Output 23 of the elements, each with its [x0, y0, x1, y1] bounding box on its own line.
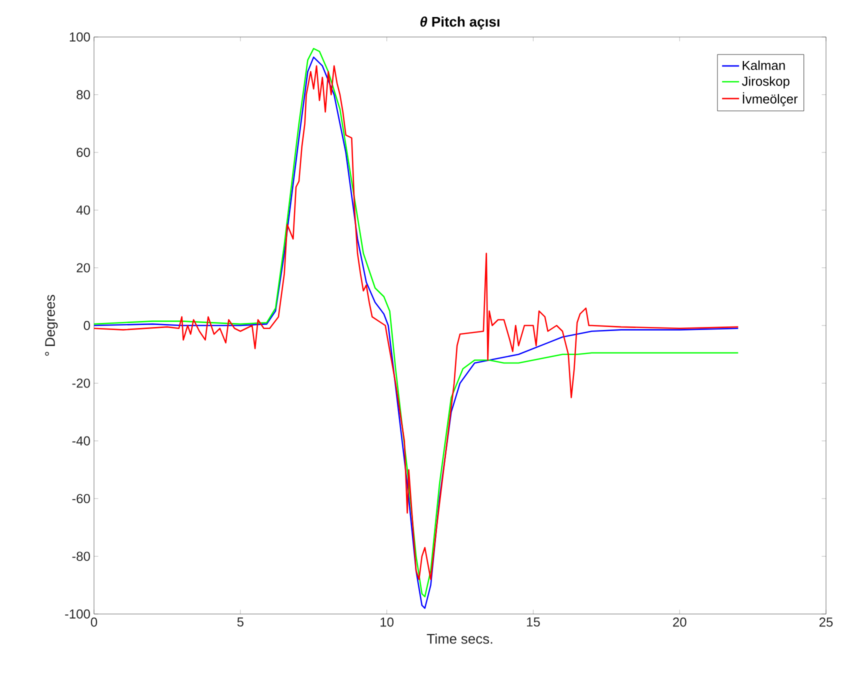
x-axis-title: Time secs.	[426, 634, 492, 644]
x-tick-label: 10	[380, 618, 394, 627]
y-tick-label: 0	[84, 320, 90, 330]
chart-title: θ Pitch açısı	[420, 16, 500, 30]
y-tick-label: -80	[72, 552, 90, 561]
y-tick-label: -60	[72, 494, 90, 504]
x-tick-label: 25	[819, 618, 833, 627]
x-tick-label: 20	[673, 618, 686, 627]
x-tick-label: 15	[526, 618, 540, 627]
legend-label: Kalman	[742, 60, 785, 70]
y-tick-label: 100	[70, 32, 90, 42]
y-tick-label: 60	[76, 148, 90, 157]
x-tick-label: 0	[90, 618, 98, 627]
y-tick-label: 20	[76, 263, 90, 272]
y-tick-label: 80	[76, 90, 90, 100]
legend-label: İvmeölçer	[742, 92, 798, 106]
y-axis-title: ° Degrees	[45, 294, 58, 356]
y-tick-label: 40	[76, 206, 90, 215]
y-tick-label: -40	[72, 436, 90, 446]
y-tick-label: -100	[65, 609, 90, 619]
legend-label: Jiroskop	[742, 76, 790, 88]
y-tick-label: -20	[72, 378, 90, 388]
x-tick-label: 5	[237, 618, 244, 627]
